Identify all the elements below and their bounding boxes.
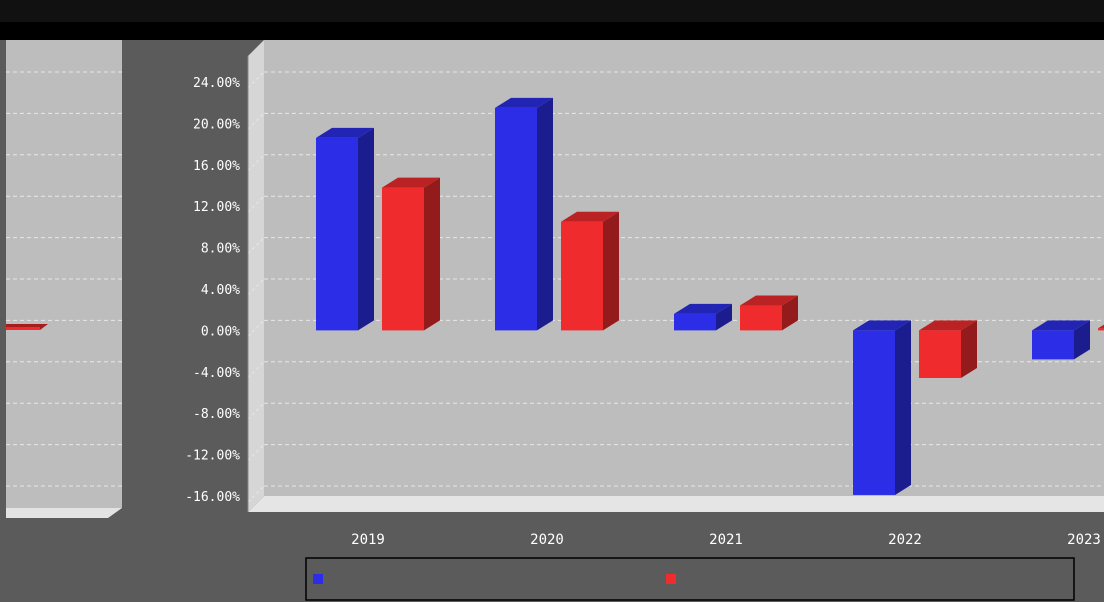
bar-side bbox=[895, 320, 911, 495]
bar-front bbox=[1098, 328, 1104, 331]
bar-top bbox=[1098, 324, 1104, 329]
legend-box bbox=[305, 557, 1075, 601]
bars bbox=[316, 97, 1104, 495]
bar-side bbox=[358, 127, 374, 331]
bar-side bbox=[782, 295, 798, 331]
bar bbox=[495, 97, 553, 331]
bar-side bbox=[716, 303, 732, 331]
grid-line-side bbox=[247, 113, 265, 130]
bar-top bbox=[561, 211, 619, 222]
bar-front bbox=[316, 137, 358, 331]
bar-top bbox=[853, 320, 911, 331]
bar-front bbox=[495, 107, 537, 331]
grid-line-side bbox=[247, 278, 265, 296]
grid-line-side bbox=[247, 237, 265, 254]
grid-line-side bbox=[247, 154, 265, 172]
x-tick-label: 2020 bbox=[530, 532, 564, 548]
grid-line-side bbox=[247, 71, 265, 89]
bar-side bbox=[603, 211, 619, 331]
title-strip-fade bbox=[0, 0, 1104, 22]
legend-swatch-series-1 bbox=[313, 574, 323, 584]
legend bbox=[305, 557, 1075, 601]
bar-top bbox=[740, 295, 798, 306]
bar-front bbox=[561, 221, 603, 331]
bar-front bbox=[674, 313, 716, 331]
x-tick-label: 2021 bbox=[709, 532, 743, 548]
y-axis-ticks: 24.00% 20.00% 16.00% 12.00% 8.00% 4.00% 0.00% -… bbox=[185, 76, 240, 505]
bar-front bbox=[853, 330, 895, 495]
x-tick-label: 2023 bbox=[1067, 532, 1101, 548]
grid-line-side bbox=[247, 485, 265, 503]
bar bbox=[561, 211, 619, 331]
y-tick-label: -12.00% bbox=[185, 449, 240, 464]
bar-front bbox=[1032, 330, 1074, 360]
bar-top bbox=[919, 320, 977, 331]
left-partial-bar-front bbox=[6, 327, 40, 330]
bar-side bbox=[537, 97, 553, 331]
grid-line-side bbox=[247, 402, 265, 420]
left-plot-floor bbox=[6, 508, 122, 518]
bar-side bbox=[1074, 320, 1090, 360]
bar-side bbox=[424, 177, 440, 331]
bar-top bbox=[316, 127, 374, 138]
bar bbox=[674, 303, 732, 331]
bar-top bbox=[674, 303, 732, 314]
bar bbox=[1032, 320, 1090, 360]
plot-floor bbox=[248, 496, 1104, 512]
y-tick-label: 16.00% bbox=[193, 159, 240, 174]
bar-top bbox=[382, 177, 440, 188]
x-tick-label: 2019 bbox=[351, 532, 385, 548]
x-axis-ticks: 2019 2020 2021 2022 2023 bbox=[351, 532, 1101, 548]
y-tick-label: 12.00% bbox=[193, 200, 240, 215]
y-tick-label: 8.00% bbox=[201, 242, 240, 257]
grid-line-side bbox=[247, 444, 265, 461]
grid-line-side bbox=[247, 195, 265, 213]
bar-top bbox=[1032, 320, 1090, 331]
grid-line-side bbox=[247, 320, 265, 337]
x-tick-label: 2022 bbox=[888, 532, 922, 548]
grid-line-side bbox=[247, 361, 265, 379]
y-tick-label: -16.00% bbox=[185, 490, 240, 505]
y-tick-label: -8.00% bbox=[193, 407, 240, 422]
y-tick-label: 24.00% bbox=[193, 76, 240, 91]
bar bbox=[853, 320, 911, 495]
bar-front bbox=[740, 305, 782, 331]
y-tick-label: 20.00% bbox=[193, 117, 240, 132]
bar-side bbox=[961, 320, 977, 379]
y-tick-label: 4.00% bbox=[201, 283, 240, 298]
y-tick-label: -4.00% bbox=[193, 366, 240, 381]
plot-side-wall bbox=[248, 40, 264, 512]
legend-swatch-series-2 bbox=[666, 574, 676, 584]
left-grid bbox=[6, 71, 122, 487]
bar-front bbox=[382, 187, 424, 331]
bar-top bbox=[495, 97, 553, 108]
bar bbox=[316, 127, 374, 331]
bar bbox=[382, 177, 440, 331]
bar bbox=[740, 295, 798, 331]
bar bbox=[919, 320, 977, 379]
bar bbox=[1098, 324, 1104, 331]
bar-front bbox=[919, 330, 961, 379]
y-tick-label: 0.00% bbox=[201, 324, 240, 339]
left-plot-area bbox=[6, 40, 122, 508]
